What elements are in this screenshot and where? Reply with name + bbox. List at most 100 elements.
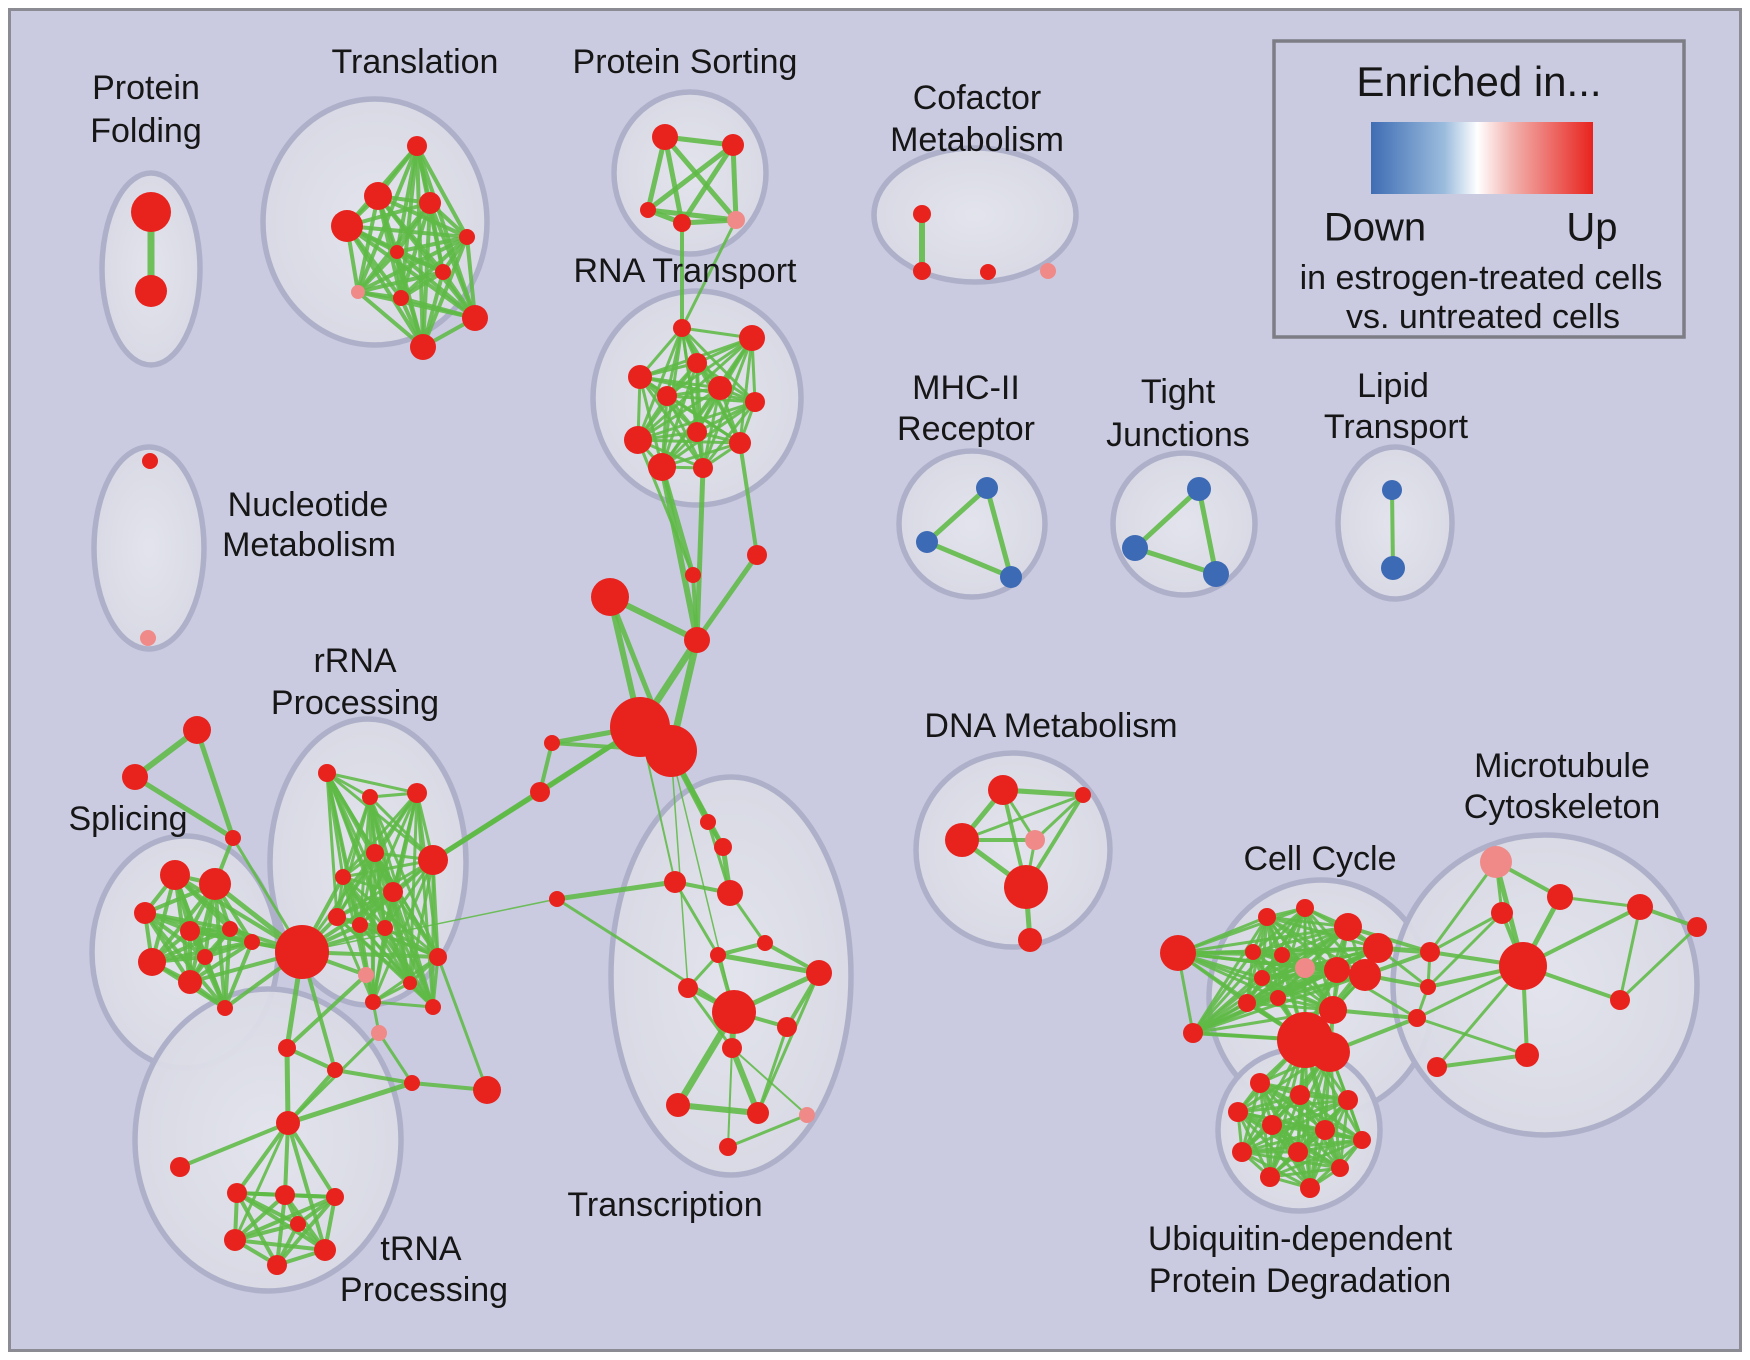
node-uq5: [1262, 1115, 1282, 1135]
edge-cc5-cc7: [1280, 946, 1380, 957]
cluster-label-cofactor-metabolism-0: Cofactor: [913, 79, 1042, 117]
edge-d3-d4: [1033, 793, 1085, 842]
cluster-label-ubiquitin-degradation-0: Ubiquitin-dependent: [1148, 1220, 1453, 1258]
edge-th2-th4: [233, 1193, 287, 1242]
node-d2: [945, 823, 979, 857]
node-rt1: [673, 319, 691, 337]
edge-rr1-rr3: [325, 771, 419, 795]
node-s4: [180, 921, 200, 941]
node-uq3: [1338, 1090, 1358, 1110]
node-ch3: [591, 578, 629, 616]
node-co2: [913, 262, 931, 280]
edge-mt8-mt9: [1435, 1053, 1529, 1069]
node-cc8: [1295, 958, 1315, 978]
edge-j1-mt3: [1428, 911, 1504, 954]
node-rr15: [365, 994, 381, 1010]
edge-rt12-ch4: [694, 465, 706, 643]
cluster-ellipse-cofactor-metabolism: [871, 145, 1079, 285]
edge-rr3-rr5: [341, 791, 419, 879]
node-uq11: [1260, 1167, 1280, 1187]
edge-s3-s10: [143, 911, 207, 959]
node-j3: [1408, 1009, 1426, 1027]
edge-t2-t8: [356, 194, 380, 294]
cluster-label-microtubule-cytoskeleton-1: Cytoskeleton: [1464, 788, 1661, 826]
edge-tc15-tc16: [726, 1113, 809, 1149]
node-m1: [976, 477, 998, 499]
edge-cc4-cc6: [1251, 925, 1350, 954]
edge-s2-s8: [213, 882, 227, 1010]
cluster-label-splicing-0: Splicing: [68, 800, 187, 838]
node-th5: [267, 1255, 287, 1275]
node-t3: [419, 192, 441, 214]
edge-rt1-rt9: [636, 326, 684, 442]
node-cc5: [1363, 933, 1393, 963]
edge-rt4-rt7: [638, 375, 757, 404]
edge-tc8-tc14: [756, 971, 821, 1115]
node-rr11: [429, 948, 447, 966]
node-rr18: [425, 999, 441, 1015]
node-rr3: [407, 783, 427, 803]
node-uq12: [1300, 1178, 1320, 1198]
edge-th4-th6: [233, 1238, 327, 1252]
node-tj3: [1203, 561, 1229, 587]
node-tc8: [806, 960, 832, 986]
edge-rr17-rr19: [377, 1031, 414, 1085]
node-t8: [351, 285, 365, 299]
edge-t6-t10: [395, 250, 477, 320]
edge-d2-d3: [960, 793, 1085, 842]
node-tr0: [276, 1111, 300, 1135]
edge-uq10-uq11: [1268, 1166, 1342, 1179]
node-rr1: [318, 764, 336, 782]
node-rr19: [404, 1075, 420, 1091]
edge-t7-t9: [399, 270, 445, 300]
edge-rr14-rr19: [333, 1068, 414, 1085]
node-rt4: [628, 365, 652, 389]
node-ps1: [652, 124, 678, 150]
edge-tc12-tc16: [727, 1047, 733, 1148]
node-mt8: [1515, 1043, 1539, 1067]
node-d4: [1025, 830, 1045, 850]
edge-mt2-mt5: [1558, 895, 1642, 909]
node-ps4: [673, 214, 691, 232]
node-rt2: [739, 325, 765, 351]
cluster-label-dna-metabolism-0: DNA Metabolism: [924, 707, 1177, 745]
node-d5: [1004, 865, 1048, 909]
node-f3: [225, 830, 241, 846]
node-mt2: [1547, 884, 1573, 910]
cluster-label-mhc-ii-receptor-1: Receptor: [897, 410, 1035, 448]
node-ch1: [685, 567, 701, 583]
node-tc9: [678, 978, 698, 998]
cluster-ellipse-microtubule-cytoskeleton: [1390, 832, 1700, 1138]
edge-ps2-ps5: [730, 142, 739, 223]
edge-rt10-ch2: [738, 441, 759, 557]
cluster-label-transcription-0: Transcription: [567, 1186, 762, 1224]
network-graph: Protein Folding Translation Protein Sorting…: [68, 43, 1707, 1309]
edge-tr0-rr13: [284, 1045, 291, 1126]
node-rt11: [648, 453, 676, 481]
node-uq9: [1288, 1142, 1308, 1162]
node-tc11: [777, 1017, 797, 1037]
node-th7: [290, 1216, 306, 1232]
node-uq1: [1250, 1073, 1270, 1093]
legend-gradient-bar: [1371, 122, 1593, 194]
edge-rt7-rt9: [636, 400, 757, 442]
node-s1: [160, 860, 190, 890]
edge-ps2-ps4: [679, 142, 736, 226]
node-rr2: [362, 789, 378, 805]
node-mt4: [1499, 942, 1547, 990]
node-ps3: [640, 202, 656, 218]
node-pf1: [131, 192, 171, 232]
node-rt5: [657, 386, 677, 406]
edge-rt2-rt12: [701, 336, 754, 470]
node-rr12: [358, 967, 374, 983]
edge-m1-m3: [984, 485, 1014, 580]
node-th6: [314, 1239, 336, 1261]
node-rt6: [708, 376, 732, 400]
edge-s9-s10: [203, 940, 254, 959]
node-cc7: [1274, 947, 1290, 963]
edge-j2-mt3: [1426, 911, 1504, 989]
node-ch2: [747, 545, 767, 565]
node-s2: [199, 868, 231, 900]
edge-f1-f3: [194, 727, 236, 841]
